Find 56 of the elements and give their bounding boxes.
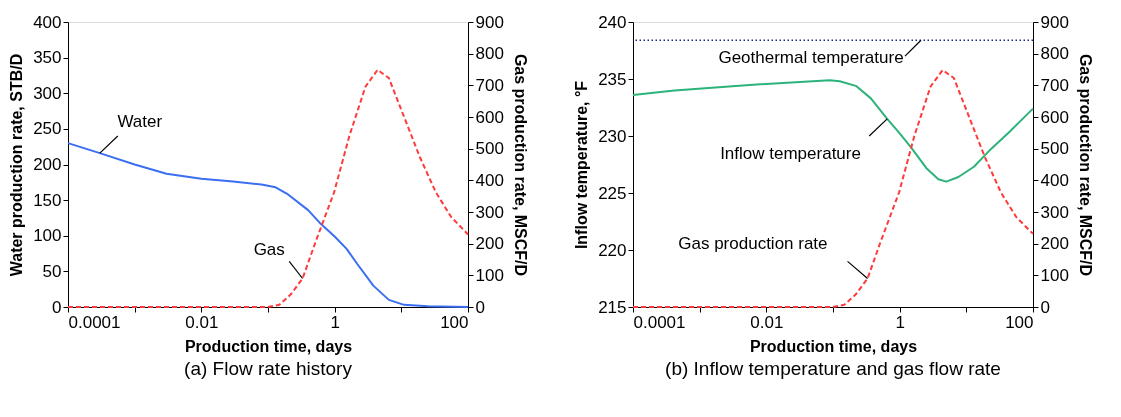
y2-tick-label: 800 xyxy=(1040,44,1069,64)
x-tick-label: 0.01 xyxy=(750,312,784,332)
x-axis-title: Production time, days xyxy=(749,337,918,355)
y2-tick-label: 700 xyxy=(1040,75,1069,95)
y-tick-label: 240 xyxy=(598,12,627,32)
x-tick-label: 1 xyxy=(895,312,905,332)
y2-tick-label: 200 xyxy=(475,234,504,254)
y2-tick-label: 700 xyxy=(475,75,504,95)
y2-tick-label: 400 xyxy=(1040,170,1069,190)
x-tick-label: 100 xyxy=(440,312,469,332)
text: Inflow temperature xyxy=(720,144,861,164)
y2-tick-label: 100 xyxy=(475,265,504,285)
x-tick-label: 0.01 xyxy=(185,312,219,332)
x-tick-label: 0.0001 xyxy=(633,312,686,332)
text: (b) Inflow temperature and gas flow rate xyxy=(665,358,1001,379)
y-tick-label: 100 xyxy=(33,226,62,246)
y-tick-label: 0 xyxy=(52,297,62,317)
y2-tick-label: 100 xyxy=(1040,265,1069,285)
y-tick-label: 150 xyxy=(33,190,62,210)
y2-tick-label: 200 xyxy=(1040,234,1069,254)
y2-tick-label: 600 xyxy=(1040,107,1069,127)
y-tick-label: 50 xyxy=(42,261,62,281)
y2-tick-label: 400 xyxy=(475,170,504,190)
y2-tick-label: 0 xyxy=(475,297,485,317)
y-tick-label: 220 xyxy=(598,240,627,260)
y-tick-label: 200 xyxy=(33,155,62,174)
y-tick-label: 300 xyxy=(33,83,62,103)
ref-line-label: Geothermal temperature xyxy=(718,48,904,68)
y-axis-title: Inflow temperature, °F xyxy=(573,80,591,250)
y-tick-label: 230 xyxy=(598,126,627,146)
y-tick-label: 250 xyxy=(33,119,62,139)
y2-axis-title: Gas production rate, MSCF/D xyxy=(1076,53,1094,277)
y-tick-label: 400 xyxy=(33,12,62,32)
y2-tick-label: 300 xyxy=(1040,202,1069,222)
x-tick-label: 0.0001 xyxy=(68,312,121,332)
y-tick-label: 215 xyxy=(598,297,627,317)
y2-tick-label: 900 xyxy=(475,12,504,32)
y2-axis-title: Gas production rate, MSCF/D xyxy=(511,53,529,277)
y-tick-label: 235 xyxy=(598,69,627,89)
y2-tick-label: 500 xyxy=(1040,139,1069,159)
text: Gas production rate xyxy=(678,234,828,254)
y-tick-label: 350 xyxy=(33,48,62,68)
series-label: Gas xyxy=(253,240,285,259)
y2-tick-label: 900 xyxy=(1040,12,1069,32)
y-tick-label: 225 xyxy=(598,183,627,203)
y2-tick-label: 500 xyxy=(475,139,504,159)
x-axis-title: Production time, days xyxy=(184,337,353,355)
text: (a) Flow rate history xyxy=(184,358,353,379)
y2-tick-label: 300 xyxy=(475,202,504,222)
y-axis-title: Water production rate, STB/D xyxy=(8,53,26,277)
y2-tick-label: 600 xyxy=(475,107,504,127)
x-tick-label: 100 xyxy=(1005,312,1034,332)
y2-tick-label: 800 xyxy=(475,44,504,64)
series-label: Water xyxy=(117,111,163,131)
x-tick-label: 1 xyxy=(330,312,340,332)
y2-tick-label: 0 xyxy=(1040,297,1050,317)
